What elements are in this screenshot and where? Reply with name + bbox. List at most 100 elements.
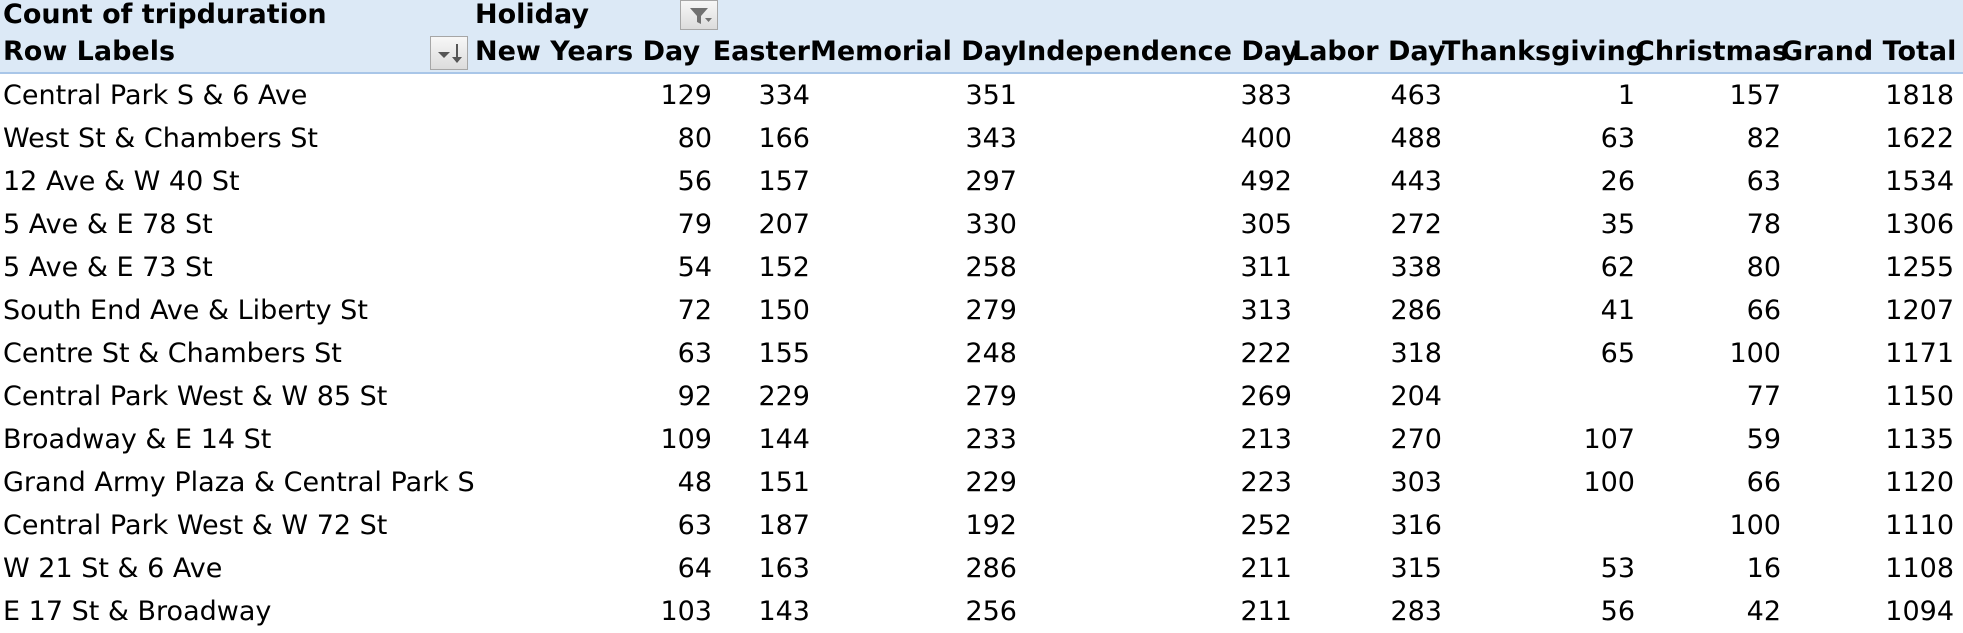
row-label-cell[interactable]: Central Park West & W 72 St — [3, 510, 388, 541]
row-label-cell[interactable]: Centre St & Chambers St — [3, 338, 342, 369]
value-cell[interactable]: 269 — [1240, 381, 1292, 412]
value-cell[interactable]: 92 — [677, 381, 712, 412]
col-header-thanksgiving[interactable]: Thanksgiving — [1442, 36, 1646, 67]
value-cell[interactable]: 63 — [677, 510, 712, 541]
value-cell[interactable]: 270 — [1390, 424, 1442, 455]
col-header-grand-total[interactable]: Grand Total — [1781, 36, 1957, 67]
value-cell[interactable]: 16 — [1746, 553, 1781, 584]
value-cell[interactable]: 383 — [1240, 80, 1292, 111]
value-cell[interactable]: 1 — [1617, 80, 1635, 111]
value-cell[interactable]: 82 — [1746, 123, 1781, 154]
value-cell[interactable]: 400 — [1240, 123, 1292, 154]
column-field-label[interactable]: Holiday — [475, 0, 589, 30]
value-cell[interactable]: 297 — [965, 166, 1017, 197]
value-cell[interactable]: 56 — [1600, 596, 1635, 627]
value-cell[interactable]: 318 — [1390, 338, 1442, 369]
value-cell[interactable]: 59 — [1746, 424, 1781, 455]
value-cell[interactable]: 1255 — [1885, 252, 1954, 283]
value-cell[interactable]: 305 — [1240, 209, 1292, 240]
value-cell[interactable]: 48 — [677, 467, 712, 498]
value-cell[interactable]: 192 — [965, 510, 1017, 541]
row-label-cell[interactable]: Grand Army Plaza & Central Park S — [3, 467, 475, 498]
row-label-cell[interactable]: 5 Ave & E 78 St — [3, 209, 213, 240]
value-cell[interactable]: 283 — [1390, 596, 1442, 627]
value-cell[interactable]: 303 — [1390, 467, 1442, 498]
value-cell[interactable]: 107 — [1583, 424, 1635, 455]
value-cell[interactable]: 166 — [758, 123, 810, 154]
value-cell[interactable]: 272 — [1390, 209, 1442, 240]
value-cell[interactable]: 315 — [1390, 553, 1442, 584]
value-cell[interactable]: 155 — [758, 338, 810, 369]
value-cell[interactable]: 66 — [1746, 295, 1781, 326]
value-cell[interactable]: 286 — [1390, 295, 1442, 326]
value-cell[interactable]: 63 — [1746, 166, 1781, 197]
row-label-cell[interactable]: W 21 St & 6 Ave — [3, 553, 223, 584]
value-cell[interactable]: 54 — [677, 252, 712, 283]
value-cell[interactable]: 223 — [1240, 467, 1292, 498]
value-cell[interactable]: 286 — [965, 553, 1017, 584]
value-cell[interactable]: 42 — [1746, 596, 1781, 627]
col-header-memorial-day[interactable]: Memorial Day — [810, 36, 1019, 67]
value-cell[interactable]: 1818 — [1885, 80, 1954, 111]
value-cell[interactable]: 103 — [660, 596, 712, 627]
value-cell[interactable]: 1110 — [1885, 510, 1954, 541]
row-label-cell[interactable]: West St & Chambers St — [3, 123, 318, 154]
value-cell[interactable]: 343 — [965, 123, 1017, 154]
value-cell[interactable]: 63 — [677, 338, 712, 369]
value-cell[interactable]: 279 — [965, 381, 1017, 412]
value-cell[interactable]: 316 — [1390, 510, 1442, 541]
value-cell[interactable]: 100 — [1729, 338, 1781, 369]
value-cell[interactable]: 56 — [677, 166, 712, 197]
value-cell[interactable]: 80 — [677, 123, 712, 154]
value-cell[interactable]: 313 — [1240, 295, 1292, 326]
row-label-cell[interactable]: South End Ave & Liberty St — [3, 295, 368, 326]
value-cell[interactable]: 79 — [677, 209, 712, 240]
value-cell[interactable]: 157 — [758, 166, 810, 197]
value-cell[interactable]: 63 — [1600, 123, 1635, 154]
row-label-cell[interactable]: 12 Ave & W 40 St — [3, 166, 240, 197]
value-cell[interactable]: 72 — [677, 295, 712, 326]
value-cell[interactable]: 1120 — [1885, 467, 1954, 498]
value-cell[interactable]: 338 — [1390, 252, 1442, 283]
value-cell[interactable]: 53 — [1600, 553, 1635, 584]
value-cell[interactable]: 207 — [758, 209, 810, 240]
value-cell[interactable]: 222 — [1240, 338, 1292, 369]
value-cell[interactable]: 233 — [965, 424, 1017, 455]
value-cell[interactable]: 151 — [758, 467, 810, 498]
value-cell[interactable]: 211 — [1240, 553, 1292, 584]
value-cell[interactable]: 100 — [1729, 510, 1781, 541]
row-label-cell[interactable]: Central Park West & W 85 St — [3, 381, 388, 412]
value-cell[interactable]: 129 — [660, 80, 712, 111]
value-cell[interactable]: 311 — [1240, 252, 1292, 283]
value-cell[interactable]: 152 — [758, 252, 810, 283]
col-header-easter[interactable]: Easter — [712, 36, 810, 67]
value-cell[interactable]: 443 — [1390, 166, 1442, 197]
col-header-new-years-day[interactable]: New Years Day — [475, 36, 701, 67]
value-field-label[interactable]: Count of tripduration — [3, 0, 327, 30]
value-cell[interactable]: 229 — [758, 381, 810, 412]
value-cell[interactable]: 351 — [965, 80, 1017, 111]
value-cell[interactable]: 1171 — [1885, 338, 1954, 369]
value-cell[interactable]: 1306 — [1885, 209, 1954, 240]
column-filter-button[interactable] — [680, 0, 718, 30]
value-cell[interactable]: 66 — [1746, 467, 1781, 498]
value-cell[interactable]: 279 — [965, 295, 1017, 326]
value-cell[interactable] — [1442, 375, 1635, 418]
col-header-labor-day[interactable]: Labor Day — [1292, 36, 1446, 67]
value-cell[interactable]: 64 — [677, 553, 712, 584]
value-cell[interactable]: 65 — [1600, 338, 1635, 369]
value-cell[interactable]: 109 — [660, 424, 712, 455]
value-cell[interactable]: 1108 — [1885, 553, 1954, 584]
value-cell[interactable]: 248 — [965, 338, 1017, 369]
row-label-cell[interactable]: Broadway & E 14 St — [3, 424, 272, 455]
row-label-cell[interactable]: Central Park S & 6 Ave — [3, 80, 308, 111]
value-cell[interactable]: 1094 — [1885, 596, 1954, 627]
value-cell[interactable]: 1150 — [1885, 381, 1954, 412]
value-cell[interactable]: 211 — [1240, 596, 1292, 627]
value-cell[interactable]: 143 — [758, 596, 810, 627]
value-cell[interactable] — [1442, 504, 1635, 547]
row-labels-sort-button[interactable] — [430, 36, 468, 70]
row-label-cell[interactable]: E 17 St & Broadway — [3, 596, 272, 627]
row-label-cell[interactable]: 5 Ave & E 73 St — [3, 252, 213, 283]
value-cell[interactable]: 252 — [1240, 510, 1292, 541]
